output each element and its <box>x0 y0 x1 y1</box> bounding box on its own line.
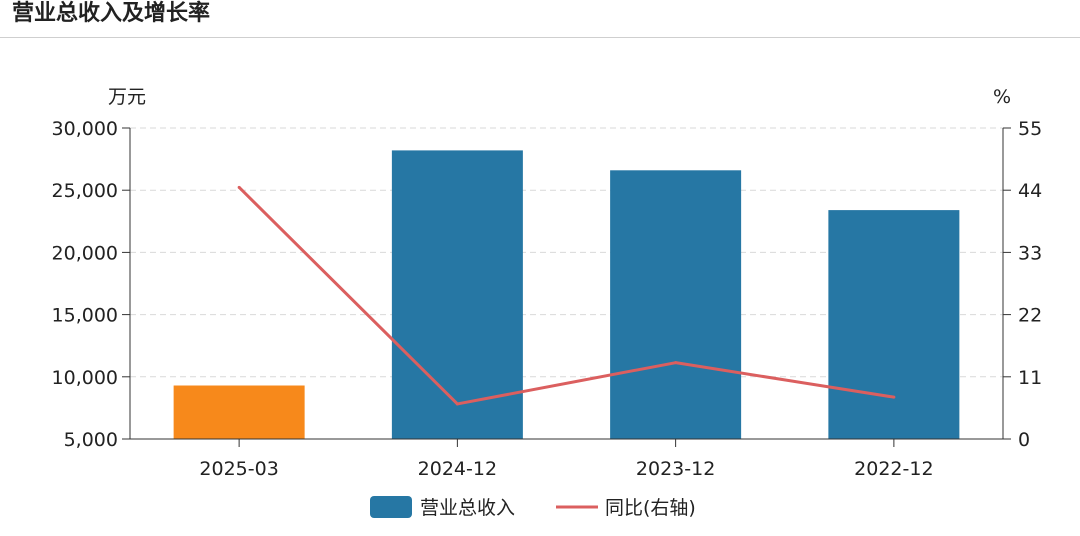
y-left-tick-label: 25,000 <box>52 180 118 202</box>
x-tick-label: 2024-12 <box>418 458 497 480</box>
y-right-tick-label: 0 <box>1018 429 1030 451</box>
y-right-tick-label: 44 <box>1018 180 1042 202</box>
y-right-tick-label: 55 <box>1018 118 1042 140</box>
growth-point-2022-12 <box>892 395 896 399</box>
legend-bar-label: 营业总收入 <box>420 497 515 519</box>
y-left-tick-label: 30,000 <box>52 118 118 140</box>
y-left-tick-label: 5,000 <box>64 429 118 451</box>
bar-2024-12 <box>391 150 523 439</box>
bar-2022-12 <box>828 210 960 439</box>
y-left-tick-label: 20,000 <box>52 242 118 264</box>
y-left-unit: 万元 <box>108 86 146 108</box>
bar-2025-03 <box>173 385 305 439</box>
legend-bar-swatch <box>370 496 412 518</box>
x-tick-label: 2025-03 <box>199 458 278 480</box>
chart-title: 营业总收入及增长率 <box>12 1 211 26</box>
y-left-tick-label: 10,000 <box>52 367 118 389</box>
y-right-unit: % <box>993 86 1011 108</box>
legend-line-label: 同比(右轴) <box>605 497 696 519</box>
y-right-tick-label: 33 <box>1018 242 1042 264</box>
y-right-tick-label: 22 <box>1018 305 1042 327</box>
y-right-tick-label: 11 <box>1018 367 1042 389</box>
chart-header: 营业总收入及增长率 <box>0 0 1080 38</box>
y-left-tick-label: 15,000 <box>52 305 118 327</box>
x-tick-label: 2022-12 <box>854 458 933 480</box>
bar-2023-12 <box>610 170 742 439</box>
growth-point-2025-03 <box>237 185 241 189</box>
x-tick-label: 2023-12 <box>636 458 715 480</box>
growth-point-2024-12 <box>455 402 459 406</box>
growth-line <box>238 186 895 406</box>
growth-point-2023-12 <box>674 361 678 365</box>
